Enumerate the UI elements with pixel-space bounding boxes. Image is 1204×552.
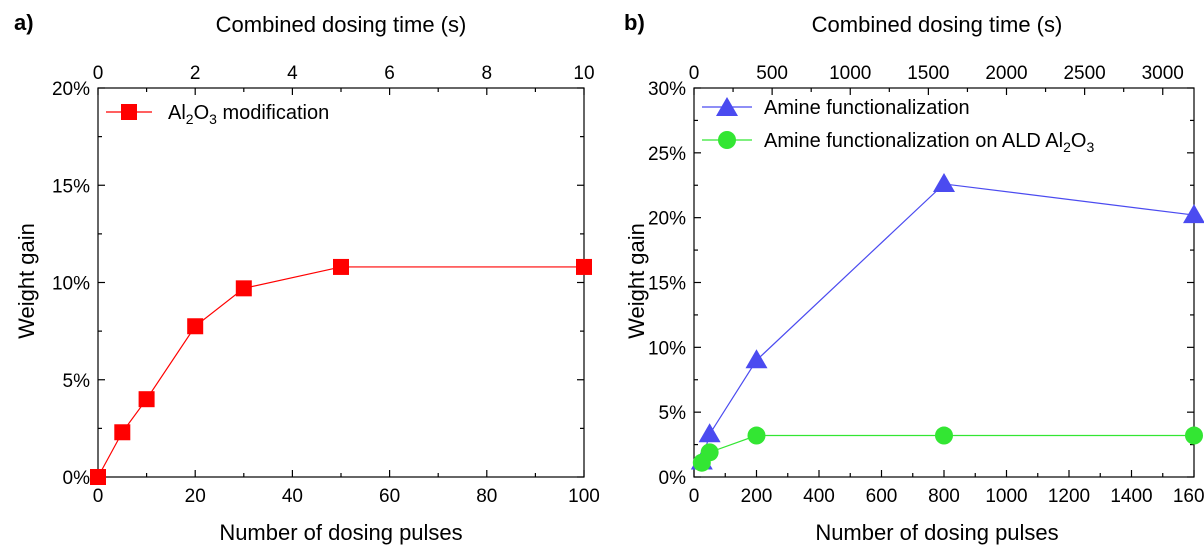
panel-b-legend-marker-2 xyxy=(718,131,736,149)
panel-b-series-0-point xyxy=(745,349,768,369)
panel-b-x2-tick-label: 2000 xyxy=(985,63,1027,84)
panel-b-legend-label-2: Amine functionalization on ALD Al2O3 xyxy=(764,130,1094,155)
panel-b-legend-label-1: Amine functionalization xyxy=(764,97,970,119)
panel-b-x2-tick-label: 0 xyxy=(689,63,700,84)
panel-b-y-tick-label: 15% xyxy=(648,274,686,295)
panel-b-x-tick-label: 1200 xyxy=(1048,486,1090,507)
panel-a-legend: Al2O3 modification xyxy=(106,102,329,127)
panel-b-series-0-point xyxy=(933,172,955,192)
panel-b-x2-tick-label: 1000 xyxy=(829,63,871,84)
panel-b-y-tick-label: 25% xyxy=(648,144,686,165)
panel-b-y-tick-label: 0% xyxy=(659,468,687,489)
panel-b-series-1-point xyxy=(747,426,766,445)
panel-b-y-tick-label: 30% xyxy=(648,79,686,100)
panel-a-series xyxy=(90,258,592,485)
panel-b-x-tick-label: 1400 xyxy=(1110,486,1152,507)
panel-b-series-0-line xyxy=(701,183,1195,462)
panel-b-series-0-point xyxy=(1183,204,1204,224)
panel-a-series-0-point xyxy=(576,258,592,275)
panel-a-series-0-point xyxy=(90,469,106,485)
panel-a-x-tick-label: 20 xyxy=(185,486,206,507)
panel-a-plot-frame xyxy=(97,87,585,478)
panel-b: b) Combined dosing time (s) Number of do… xyxy=(624,10,1204,545)
panel-b-series-0-point xyxy=(698,423,721,443)
panel-b-x-tick-label: 1000 xyxy=(985,486,1027,507)
panel-a-y-tick-label: 5% xyxy=(63,371,91,392)
panel-a-x2-tick-label: 6 xyxy=(384,63,395,84)
panel-a-y-tick-label: 0% xyxy=(63,468,91,489)
panel-b-legend: Amine functionalization Amine functional… xyxy=(702,97,1094,155)
panel-a-x2-tick-label: 2 xyxy=(190,63,201,84)
panel-a-x2-tick-label: 10 xyxy=(573,63,594,84)
panel-b-y-tick-label: 20% xyxy=(648,209,686,230)
panel-b-series-1-point xyxy=(1185,426,1203,445)
panel-b-y-tick-label: 10% xyxy=(648,338,686,359)
panel-a-series-0-point xyxy=(138,391,155,408)
panel-b-x2-tick-label: 2500 xyxy=(1063,63,1105,84)
panel-b-series xyxy=(690,172,1204,472)
panel-b-x-tick-label: 0 xyxy=(689,486,700,507)
panel-a-x2-tick-label: 0 xyxy=(93,63,104,84)
panel-b-top-axis-title: Combined dosing time (s) xyxy=(812,12,1063,37)
panel-b-bottom-axis-title: Number of dosing pulses xyxy=(815,520,1058,545)
panel-a-x-tick-label: 60 xyxy=(379,486,400,507)
panel-a-series-0-line xyxy=(97,266,584,478)
panel-b-x-tick-label: 800 xyxy=(928,486,960,507)
panel-a-series-0-point xyxy=(114,424,131,441)
panel-b-x-tick-label: 200 xyxy=(741,486,773,507)
panel-a-legend-label: Al2O3 modification xyxy=(168,102,329,127)
panel-a-x-tick-label: 80 xyxy=(476,486,497,507)
panel-b-series-1-point xyxy=(700,443,719,462)
panel-b-x-tick-label: 600 xyxy=(866,486,898,507)
panel-a-label: a) xyxy=(14,10,34,35)
panel-a-y-axis-title: Weight gain xyxy=(14,223,39,339)
panel-a-x-tick-label: 40 xyxy=(282,486,303,507)
panel-a-x2-tick-label: 8 xyxy=(482,63,493,84)
panel-a-y-tick-label: 20% xyxy=(52,79,90,100)
panel-a-bottom-axis-title: Number of dosing pulses xyxy=(219,520,462,545)
panel-a-x2-tick-label: 4 xyxy=(287,63,298,84)
panel-b-series-1-point xyxy=(935,426,953,445)
panel-b-legend-marker-1 xyxy=(716,97,738,116)
panel-a-series-0-point xyxy=(235,280,252,297)
panel-a-series-0-point xyxy=(333,258,349,275)
panel-a-series-0-point xyxy=(187,318,204,335)
panel-b-x2-tick-label: 1500 xyxy=(907,63,949,84)
panel-b-x-tick-label: 400 xyxy=(803,486,835,507)
panel-b-y-tick-label: 5% xyxy=(659,403,687,424)
panel-a-y-tick-label: 15% xyxy=(52,176,90,197)
panel-a-x-tick-label: 100 xyxy=(568,486,600,507)
panel-a-top-axis-title: Combined dosing time (s) xyxy=(216,12,467,37)
panel-b-x2-tick-label: 500 xyxy=(756,63,788,84)
panel-a-y-tick-label: 10% xyxy=(52,274,90,295)
panel-a-ticks: 0 20 40 60 80 100 0 2 4 6 8 10 0% 5% 10% 15% 20% xyxy=(52,63,600,507)
panel-b-y-axis-title: Weight gain xyxy=(624,223,649,339)
panel-b-x2-tick-label: 3000 xyxy=(1142,63,1184,84)
panel-a-x-tick-label: 0 xyxy=(93,486,104,507)
panel-b-label: b) xyxy=(624,10,645,35)
panel-a-legend-marker xyxy=(121,104,137,120)
panel-a: a) Combined dosing time (s) Number of do… xyxy=(14,10,600,545)
